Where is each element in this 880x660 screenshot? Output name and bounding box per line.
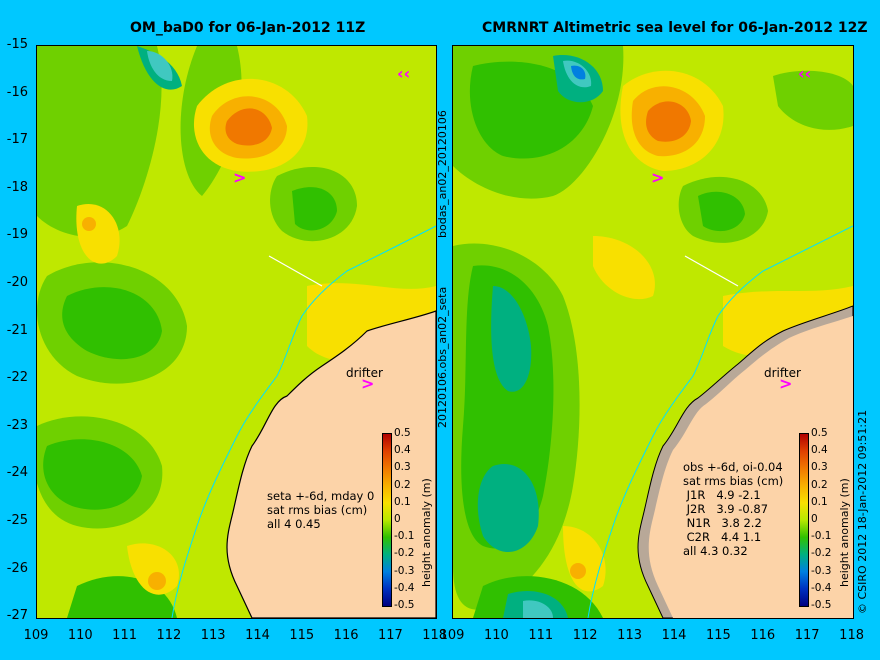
drifter-label: drifter (764, 366, 801, 380)
x-tick-label: 109 (439, 628, 465, 643)
colorbar-tick-label: 0.5 (394, 427, 411, 439)
y-tick-label: -27 (6, 608, 28, 624)
x-tick-label: 109 (23, 628, 49, 643)
x-tick-label: 114 (245, 628, 270, 643)
drifter-arrow-center: > (651, 168, 665, 187)
y-tick-label: -20 (6, 275, 28, 290)
y-tick-label: -19 (6, 227, 28, 243)
x-tick-label: 113 (617, 628, 642, 643)
y-tick-label: -23 (6, 417, 28, 433)
right-contour-map (453, 46, 853, 618)
drifter-arrow-center: > (233, 168, 247, 187)
x-tick-label: 118 (422, 628, 448, 643)
colorbar-tick-label: -0.4 (394, 581, 415, 594)
x-tick-label: 115 (289, 628, 315, 643)
colorbar-tick-label: -0.2 (394, 547, 415, 560)
y-tick-label: -21 (6, 322, 28, 338)
colorbar-tick-label: 0.4 (394, 444, 411, 457)
y-tick-label: -17 (6, 132, 28, 148)
x-tick-label: 110 (483, 628, 509, 643)
drifter-arrow-label: > (361, 374, 375, 393)
colorbar-tick-label: -0.1 (811, 530, 832, 543)
right-map-title: CMRNRT Altimetric sea level for 06-Jan-2… (482, 20, 868, 36)
left-contour-map (37, 46, 436, 618)
colorbar-tick-label: 0 (394, 513, 401, 525)
y-tick-label: -25 (6, 513, 28, 528)
y-tick-label: -16 (6, 84, 28, 100)
left-stats-annotation: seta +-6d, mday 0 sat rms bias (cm) all … (267, 489, 375, 531)
x-tick-label: 115 (705, 628, 731, 643)
colorbar-tick-label: -0.2 (811, 547, 832, 560)
copyright-text: © CSIRO 2012 18-Jan-2012 09:51:21 (856, 409, 869, 614)
right-map-panel: ‹‹ > drifter > obs +-6d, oi-0.04 sat rms… (452, 45, 854, 619)
x-tick-label: 116 (333, 628, 359, 643)
x-tick-label: 111 (528, 628, 554, 643)
left-colorbar-label: height anomaly (m) (420, 478, 433, 587)
y-tick-label: -26 (6, 560, 28, 576)
x-tick-label: 110 (67, 628, 93, 643)
left-map-title: OM_baD0 for 06-Jan-2012 11Z (130, 20, 366, 36)
right-side-label: bodas_an02_20120106 (436, 110, 449, 238)
x-tick-label: 116 (750, 628, 776, 643)
colorbar-tick-label: 0 (811, 513, 818, 525)
y-tick-label: -22 (6, 370, 28, 386)
colorbar-tick-label: 0.5 (811, 427, 828, 439)
drifter-arrow-label: > (779, 374, 793, 393)
colorbar-tick-label: -0.5 (811, 599, 832, 611)
drifter-label: drifter (346, 366, 383, 380)
colorbar-tick-label: -0.1 (394, 530, 415, 543)
right-colorbar (799, 433, 809, 607)
y-tick-label: -24 (6, 465, 28, 481)
drifter-arrow-top: ‹‹ (798, 64, 812, 83)
x-tick-label: 113 (200, 628, 226, 643)
colorbar-tick-label: 0.4 (811, 444, 828, 457)
x-tick-label: 114 (661, 628, 687, 643)
colorbar-tick-label: -0.3 (394, 564, 415, 577)
x-tick-label: 117 (794, 628, 820, 643)
drifter-arrow-top: ‹‹ (397, 64, 411, 83)
colorbar-tick-label: -0.5 (394, 599, 415, 611)
x-tick-label: 118 (839, 628, 864, 643)
x-tick-label: 112 (156, 628, 182, 643)
right-colorbar-label: height anomaly (m) (838, 478, 851, 587)
colorbar-tick-label: 0.2 (811, 478, 828, 491)
colorbar-tick-label: -0.3 (811, 564, 832, 577)
colorbar-tick-label: 0.1 (394, 495, 411, 508)
x-tick-label: 111 (112, 628, 137, 643)
y-tick-label: -18 (6, 179, 28, 195)
colorbar-tick-label: 0.3 (811, 461, 828, 474)
x-tick-label: 117 (377, 628, 403, 643)
left-colorbar (382, 433, 392, 607)
left-map-panel: ‹‹ > drifter > seta +-6d, mday 0 sat rms… (36, 45, 437, 619)
colorbar-tick-label: 0.1 (811, 495, 828, 508)
colorbar-tick-label: 0.2 (394, 478, 411, 491)
left-side-label: 20120106.obs_an02_seta (436, 286, 449, 428)
y-tick-label: -15 (6, 37, 28, 52)
colorbar-tick-label: -0.4 (811, 581, 832, 594)
x-tick-label: 112 (572, 628, 598, 643)
colorbar-tick-label: 0.3 (394, 461, 411, 474)
right-stats-annotation: obs +-6d, oi-0.04 sat rms bias (cm) J1R … (683, 460, 784, 558)
